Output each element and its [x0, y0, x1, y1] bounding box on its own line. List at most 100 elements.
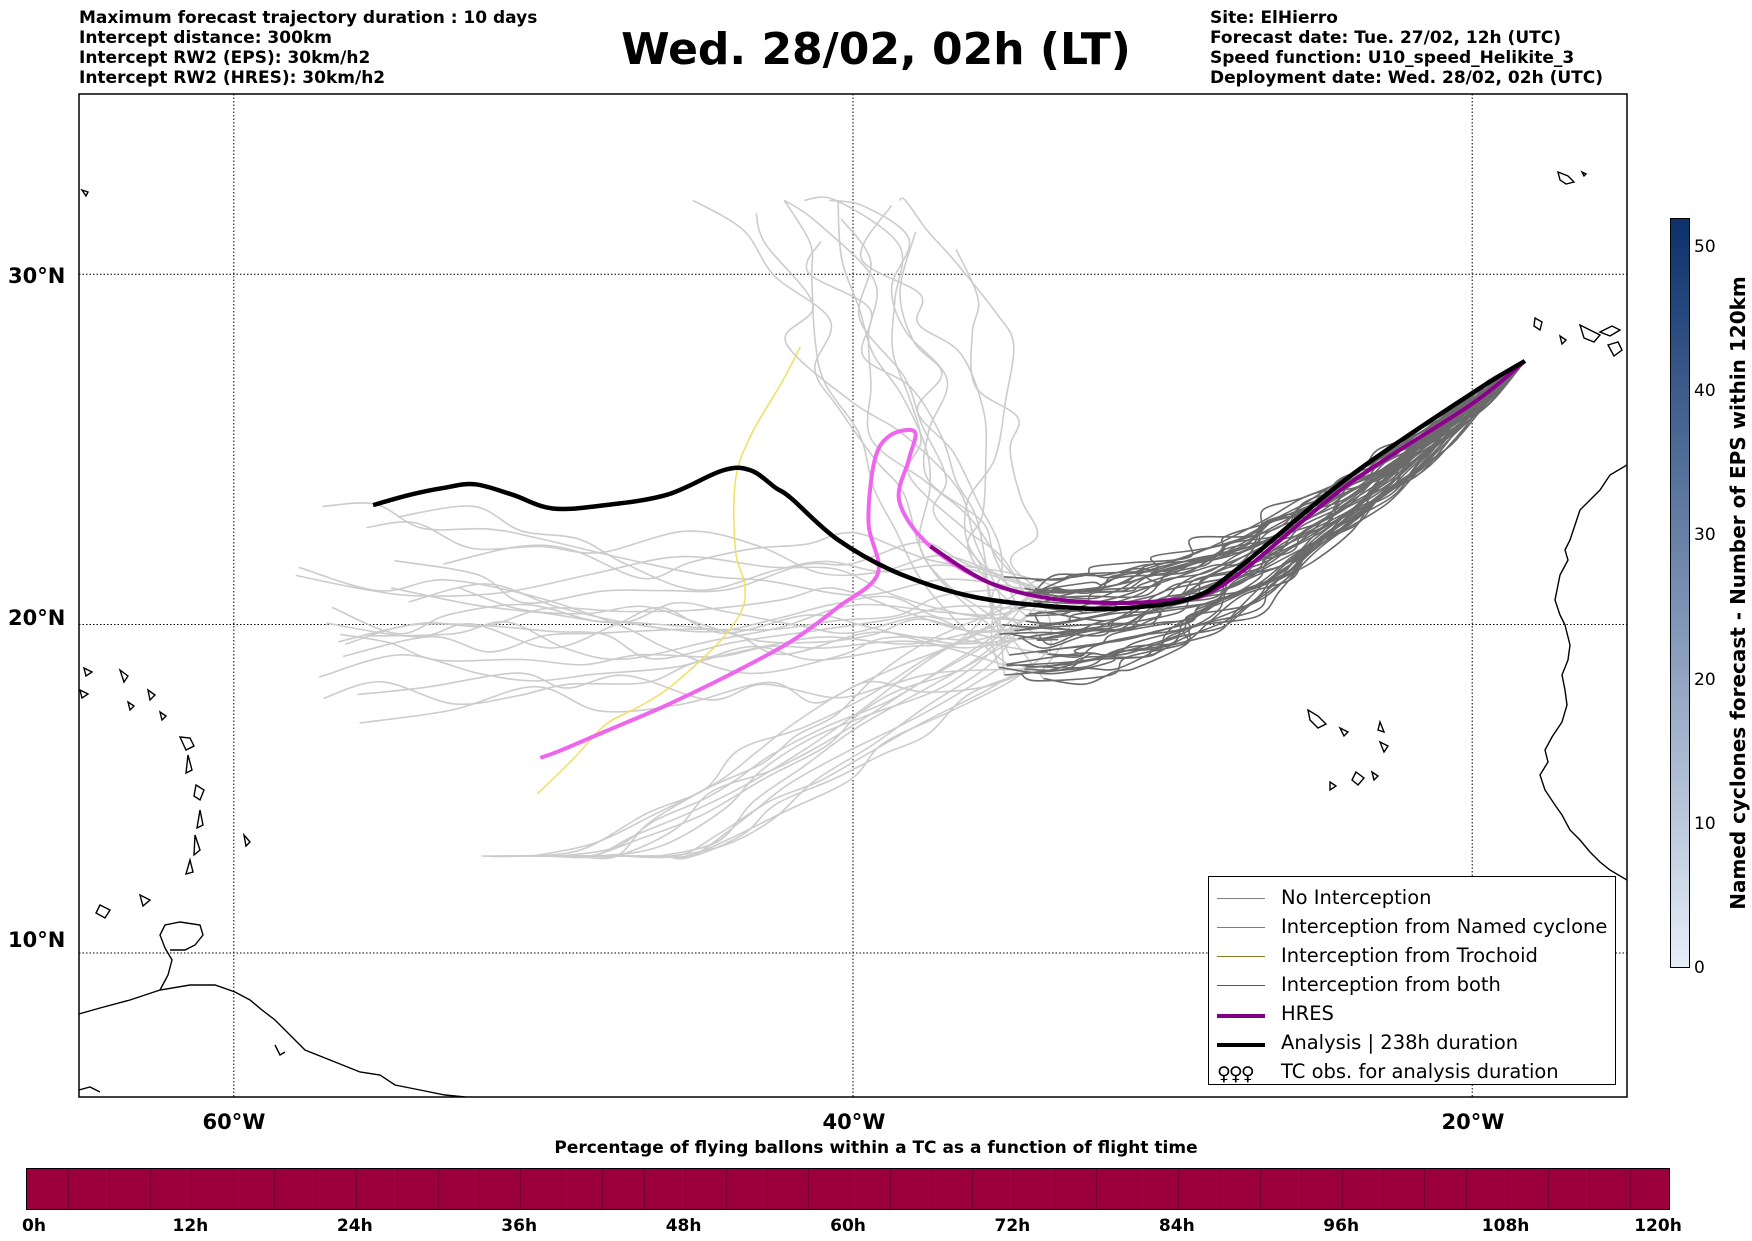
flight-time-tick: 96h: [1323, 1216, 1360, 1236]
flight-time-tick: 60h: [830, 1216, 866, 1236]
eps-track-far: [394, 541, 1048, 604]
lon-label-60w: 60°W: [202, 1110, 266, 1134]
eps-track-near: [1023, 360, 1526, 594]
legend-item-tc-obs: ♀♀♀ TC obs. for analysis duration: [1209, 1057, 1615, 1086]
colorbar-segment-divider: [890, 1169, 892, 1209]
colorbar-segment-divider: [438, 1169, 439, 1209]
lat-label-20: 20°N: [8, 606, 66, 630]
eps-track-far: [899, 231, 1040, 637]
eps-tracks-light: [295, 196, 1071, 860]
colorbar-segment-divider: [684, 1169, 686, 1209]
eps-track-near: [1037, 360, 1526, 589]
colorbar-segment-divider: [1629, 1169, 1631, 1209]
tc-symbol-icon: ♀♀♀: [1217, 1062, 1255, 1085]
map-legend: No Interception Interception from Named …: [1208, 876, 1616, 1085]
colorbar-segment-divider: [643, 1169, 645, 1209]
flight-time-tick: 72h: [994, 1216, 1031, 1236]
colorbar-segment-divider: [150, 1169, 152, 1209]
eps-colorbar-tick: 40: [1694, 381, 1716, 402]
flight-time-tick: 0h: [22, 1216, 46, 1236]
colorbar-segment-divider: [725, 1169, 727, 1209]
forecast-date-text: Forecast date: Tue. 27/02, 12h (UTC): [1210, 28, 1561, 48]
legend-label: TC obs. for analysis duration: [1281, 1060, 1559, 1083]
eps-track-far: [481, 591, 1034, 858]
colorbar-segment-divider: [931, 1169, 933, 1209]
eps-colorbar-tick: 20: [1694, 669, 1716, 690]
eps-track-far: [397, 505, 1036, 592]
colorbar-segment-divider: [1054, 1169, 1056, 1209]
eps-colorbar-label: Named cyclones forecast - Number of EPS …: [1726, 276, 1750, 910]
eps-track-far: [298, 566, 1048, 675]
eps-track-far: [783, 199, 1008, 665]
flight-time-tick: 108h: [1481, 1216, 1530, 1236]
colorbar-segment-divider: [1013, 1169, 1015, 1209]
colorbar-segment-divider: [479, 1169, 481, 1209]
colorbar-segment-divider: [1342, 1169, 1344, 1209]
lat-label-30: 30°N: [8, 264, 66, 288]
colorbar-segment-divider: [191, 1169, 193, 1209]
eps-track-far: [318, 629, 1015, 682]
lon-label-20w: 20°W: [1441, 1110, 1505, 1134]
colorbar-segment-divider: [766, 1169, 768, 1209]
colorbar-segment-divider: [273, 1169, 275, 1209]
eps-colorbar-tick: 10: [1694, 813, 1716, 834]
eps-track-near: [998, 360, 1526, 675]
eps-colorbar-tick: 30: [1694, 525, 1716, 546]
colorbar-segment-divider: [1424, 1169, 1426, 1209]
analysis-track: [372, 359, 1526, 612]
eps-track-far: [359, 665, 1037, 724]
eps-track-far: [692, 199, 1000, 635]
legend-label: Interception from Trochoid: [1281, 944, 1538, 967]
colorbar-segment-divider: [109, 1169, 111, 1209]
map-frame: [78, 93, 1628, 1098]
legend-item-hres: HRES: [1209, 999, 1615, 1028]
page-title: Wed. 28/02, 02h (LT): [621, 24, 1131, 75]
eps-colorbar-tick: 50: [1694, 236, 1716, 257]
legend-item-both: Interception from both: [1209, 970, 1615, 999]
eps-track-far: [338, 587, 1039, 643]
intercept-eps-text: Intercept RW2 (EPS): 30km/h2: [79, 48, 371, 68]
eps-track-far: [506, 637, 1019, 858]
legend-item-trochoid: Interception from Trochoid: [1209, 941, 1615, 970]
lat-label-10: 10°N: [8, 928, 66, 952]
eps-track-far: [804, 196, 1025, 593]
eps-track-near: [1020, 360, 1526, 682]
legend-label: No Interception: [1281, 886, 1432, 909]
eps-track-far: [537, 605, 1037, 858]
legend-label: Analysis | 238h duration: [1281, 1031, 1519, 1054]
eps-track-far: [532, 579, 1036, 857]
eps-tracks-dark: [998, 360, 1526, 686]
max-duration-text: Maximum forecast trajectory duration : 1…: [79, 8, 538, 28]
intercept-distance-text: Intercept distance: 300km: [79, 28, 332, 48]
colorbar-segment-divider: [1383, 1169, 1385, 1209]
eps-track-near: [1005, 360, 1526, 669]
eps-track-far: [898, 197, 1034, 602]
eps-count-colorbar: [1670, 218, 1690, 968]
flight-time-tick: 120h: [1634, 1216, 1682, 1236]
eps-track-near: [1034, 360, 1526, 626]
legend-item-analysis: Analysis | 238h duration: [1209, 1028, 1615, 1057]
colorbar-segment-divider: [807, 1169, 809, 1209]
eps-track-far: [340, 633, 1008, 667]
header-left-info: Maximum forecast trajectory duration : 1…: [79, 8, 537, 88]
eps-track-far: [557, 589, 1049, 859]
legend-item-no-interception: No Interception: [1209, 883, 1615, 912]
flight-time-tick: 12h: [172, 1216, 209, 1236]
flight-time-tick: 36h: [501, 1216, 538, 1236]
colorbar-segment-divider: [1547, 1169, 1549, 1209]
colorbar-segment-divider: [1301, 1169, 1303, 1209]
flight-time-tick: 48h: [665, 1216, 702, 1236]
flight-time-colorbar-title: Percentage of flying ballons within a TC…: [554, 1138, 1198, 1158]
speed-function-text: Speed function: U10_speed_Helikite_3: [1210, 48, 1575, 68]
eps-track-far: [829, 199, 1019, 609]
colorbar-segment-divider: [849, 1169, 850, 1209]
eps-track-far: [366, 521, 1005, 578]
colorbar-segment-divider: [1136, 1169, 1138, 1209]
lon-label-40w: 40°W: [822, 1110, 886, 1134]
legend-label: Interception from Named cyclone: [1281, 915, 1608, 938]
colorbar-segment-divider: [520, 1169, 522, 1209]
eps-track-far: [357, 668, 1025, 701]
eps-track-far: [391, 587, 1041, 635]
colorbar-segment-divider: [972, 1169, 974, 1209]
